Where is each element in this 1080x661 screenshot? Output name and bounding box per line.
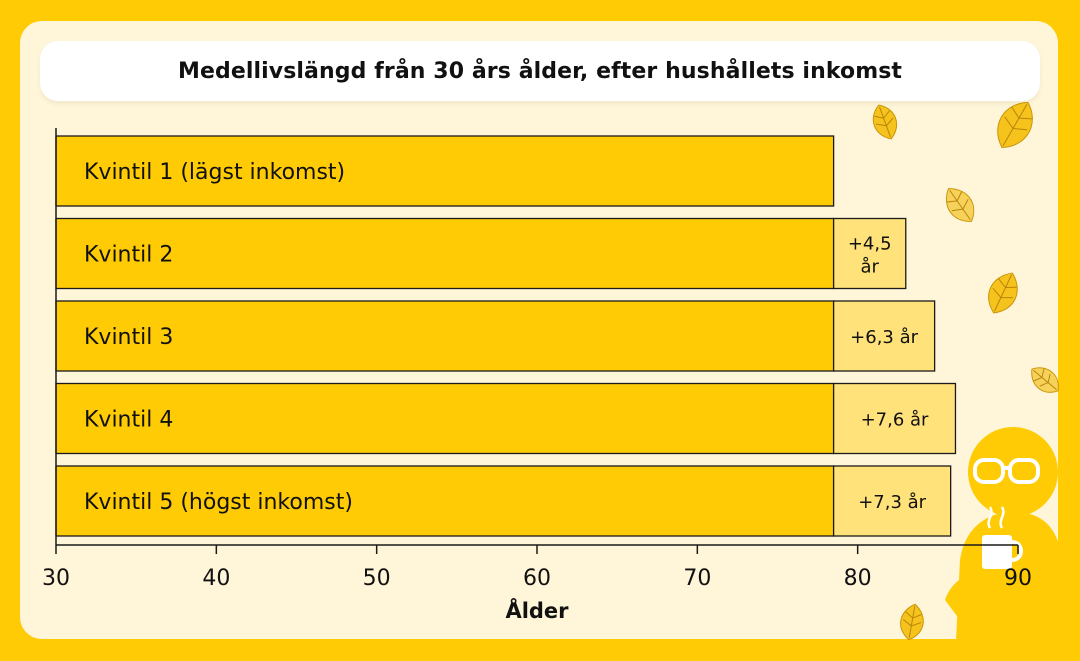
bar-base (55, 217, 835, 290)
chart-title: Medellivslängd från 30 års ålder, efter … (177, 58, 903, 84)
bar-category-label: Kvintil 5 (högst inkomst) (84, 490, 353, 515)
leaf-icon (997, 101, 1033, 149)
bar-increment-label: +6,3 år (850, 327, 918, 348)
x-tick-label: 80 (844, 566, 872, 591)
bars-group: Kvintil 1 (lägst inkomst) Kvintil 2 +4,5 år… (55, 135, 957, 537)
bar-category-label: Kvintil 3 (84, 325, 173, 350)
bar-increment (832, 300, 936, 372)
x-tick-label: 50 (363, 566, 391, 591)
leaf-icon (900, 603, 924, 641)
bar-increment-label: +7,3 år (858, 492, 926, 513)
bar-category-label: Kvintil 1 (lägst inkomst) (84, 160, 345, 185)
bar-increment-label: +7,6 år (861, 410, 929, 431)
bar-category-label: Kvintil 2 (84, 243, 173, 268)
x-tick-label: 40 (202, 566, 230, 591)
x-axis-title: Ålder (505, 598, 569, 623)
x-axis: 30 40 50 60 70 80 90 Ålder (42, 128, 1032, 623)
leaf-icon (946, 188, 975, 222)
x-tick-label: 90 (1004, 566, 1032, 591)
bar-base (55, 135, 835, 207)
bar-category-label: Kvintil 4 (84, 408, 173, 433)
bar-increment (832, 217, 907, 290)
x-tick-label: 60 (523, 566, 551, 591)
leaf-icon (1031, 367, 1059, 393)
bar-base (55, 300, 835, 372)
bar-increment (832, 465, 952, 537)
x-tick-label: 30 (42, 566, 70, 591)
bar-increment-label: +4,5 år (848, 234, 892, 278)
person-with-glasses-and-mug-icon (945, 427, 1062, 661)
bar-base (55, 465, 835, 537)
bar-increment (832, 382, 957, 455)
x-tick-label: 70 (683, 566, 711, 591)
leaf-icon (872, 104, 898, 140)
chart-title-bar: Medellivslängd från 30 års ålder, efter … (40, 41, 1040, 101)
leaf-icon (988, 272, 1018, 314)
decor-group (872, 101, 1062, 661)
